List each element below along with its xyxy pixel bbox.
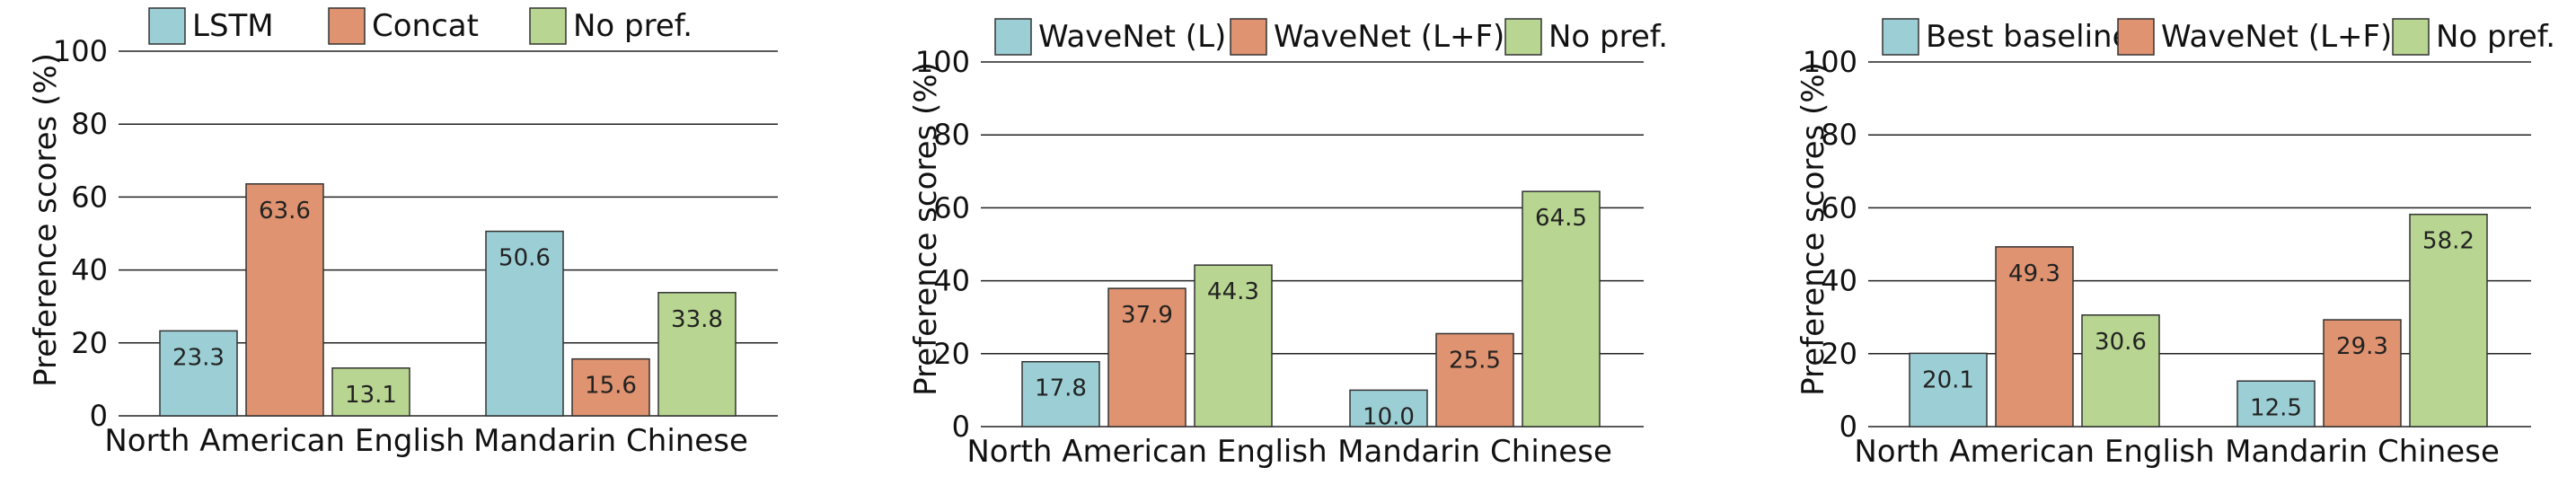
legend-swatch	[529, 7, 567, 45]
data-label: 25.5	[1449, 347, 1501, 374]
legend-swatch	[1882, 18, 1919, 56]
bar	[2323, 319, 2402, 428]
data-label: 15.6	[585, 373, 637, 400]
legend-swatch	[994, 18, 1032, 56]
bar	[1435, 332, 1514, 428]
legend-label: Concat	[372, 8, 479, 44]
bar	[485, 230, 564, 417]
data-label: 23.3	[172, 344, 225, 371]
bar	[1107, 287, 1187, 428]
y-tick-label: 60	[71, 180, 108, 214]
data-label: 63.6	[259, 198, 311, 225]
bar	[2409, 213, 2488, 428]
legend-label: WaveNet (L+F)	[2161, 19, 2392, 55]
bar	[159, 330, 238, 417]
bar	[1194, 264, 1273, 428]
y-tick-label: 100	[53, 34, 108, 68]
data-label: 12.5	[2250, 394, 2302, 421]
y-tick-label: 0	[90, 399, 108, 433]
legend-label: Best baseline	[1926, 19, 2131, 55]
y-tick-label: 80	[71, 107, 108, 141]
y-axis-label: Preference scores (%)	[28, 53, 64, 387]
y-tick-label: 20	[1821, 337, 1857, 371]
legend-label: LSTM	[192, 8, 274, 44]
bar	[1995, 246, 2074, 428]
y-axis-label: Preference scores (%)	[908, 62, 944, 396]
legend-label: WaveNet (L+F)	[1274, 19, 1504, 55]
data-label: 17.8	[1035, 375, 1087, 402]
data-label: 50.6	[498, 245, 551, 272]
bar	[657, 292, 737, 417]
x-category-label: Mandarin Chinese	[2225, 434, 2500, 470]
y-tick-label: 20	[71, 326, 108, 360]
legend-label: WaveNet (L)	[1038, 19, 1226, 55]
y-tick-label: 80	[1821, 118, 1857, 152]
legend-swatch	[2392, 18, 2430, 56]
y-tick-label: 100	[1803, 45, 1857, 79]
y-tick-label: 40	[933, 264, 970, 298]
legend-swatch	[2117, 18, 2155, 56]
data-label: 20.1	[1922, 366, 1974, 393]
data-label: 29.3	[2336, 333, 2388, 360]
bar	[1021, 360, 1100, 428]
data-label: 10.0	[1363, 403, 1415, 430]
y-tick-label: 0	[1839, 410, 1857, 444]
bar	[1522, 190, 1601, 428]
x-category-label: North American English	[966, 434, 1327, 470]
bar	[2236, 380, 2316, 428]
x-category-label: Mandarin Chinese	[1337, 434, 1612, 470]
data-label: 64.5	[1535, 205, 1587, 232]
bar	[571, 357, 650, 417]
y-tick-label: 100	[915, 45, 970, 79]
legend-swatch	[1504, 18, 1542, 56]
bar	[1909, 352, 1988, 428]
data-label: 49.3	[2008, 260, 2060, 287]
chart-baseline-vs-wavenet: Preference scores (%) 0 20 40 60 80 100 20.1 4…	[1795, 18, 2555, 470]
y-tick-label: 80	[933, 118, 970, 152]
data-label: 13.1	[345, 382, 397, 409]
data-label: 37.9	[1121, 302, 1173, 329]
bar	[331, 367, 410, 417]
bar	[1349, 389, 1428, 428]
data-label: 30.6	[2095, 329, 2147, 356]
legend-label: No pref.	[1548, 19, 1668, 55]
data-label: 44.3	[1207, 278, 1259, 305]
bar	[2081, 314, 2160, 428]
y-tick-label: 0	[952, 410, 970, 444]
legend-label: No pref.	[2436, 19, 2555, 55]
x-category-label: North American English	[104, 423, 464, 459]
legend-swatch	[1230, 18, 1267, 56]
data-label: 33.8	[671, 306, 723, 333]
x-category-label: North American English	[1854, 434, 2214, 470]
legend-swatch	[148, 7, 186, 45]
chart-lstm-vs-concat: Preference scores (%) 0 20 40 60 80 100 23.3 6…	[28, 7, 778, 459]
legend-swatch	[328, 7, 366, 45]
bar	[245, 183, 324, 417]
x-category-label: Mandarin Chinese	[473, 423, 748, 459]
y-tick-label: 60	[1821, 190, 1857, 225]
y-tick-label: 40	[71, 253, 108, 287]
y-tick-label: 60	[933, 190, 970, 225]
chart-wavenet-l-vs-lf: Preference scores (%) 0 20 40 60 80 100 17.8 3…	[908, 18, 1668, 470]
data-label: 58.2	[2422, 228, 2475, 255]
y-axis-label: Preference scores (%)	[1795, 62, 1831, 396]
legend-label: No pref.	[573, 8, 693, 44]
y-tick-label: 40	[1821, 264, 1857, 298]
y-tick-label: 20	[933, 337, 970, 371]
